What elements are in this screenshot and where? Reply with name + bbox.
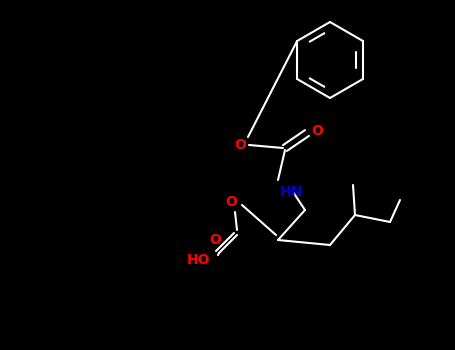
Text: HO: HO: [186, 253, 210, 267]
Text: O: O: [311, 124, 323, 138]
Text: O: O: [225, 195, 237, 209]
Text: O: O: [234, 138, 246, 152]
Text: HN: HN: [280, 185, 303, 199]
Text: O: O: [209, 233, 221, 247]
